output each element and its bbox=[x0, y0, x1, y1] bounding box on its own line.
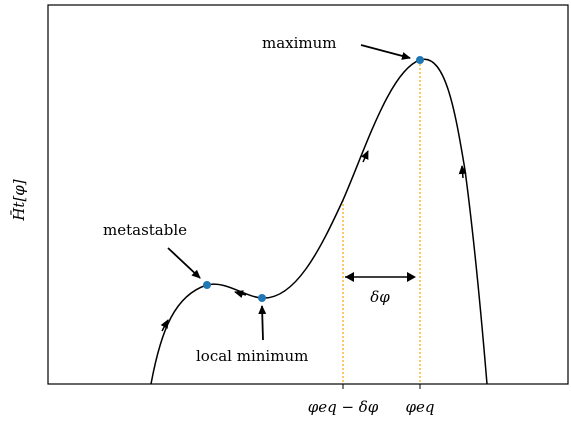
label-metastable: metastable bbox=[103, 221, 187, 239]
series-line bbox=[151, 59, 487, 384]
annotation-arrow-metastable bbox=[168, 248, 200, 278]
delta-phi-arrow-head-right bbox=[407, 272, 416, 282]
label-local-minimum: local minimum bbox=[196, 347, 308, 365]
annotation-arrow-local-minimum bbox=[262, 306, 263, 340]
point-local-minimum bbox=[258, 294, 266, 302]
plot-frame bbox=[48, 5, 568, 384]
x-tick-label-phi-eq: φeq bbox=[406, 398, 435, 416]
delta-phi-arrow-head-left bbox=[345, 272, 354, 282]
x-tick-label-phi-eq-minus-delta: φeq − δφ bbox=[308, 398, 379, 416]
delta-phi-label: δφ bbox=[370, 288, 390, 306]
label-maximum: maximum bbox=[262, 34, 337, 52]
point-maximum bbox=[416, 56, 424, 64]
point-metastable bbox=[203, 281, 211, 289]
y-axis-label: H̄t[φ] bbox=[10, 179, 28, 221]
curve-arrow-right-up bbox=[462, 166, 463, 178]
curve-arrow-up-middle bbox=[363, 151, 368, 162]
annotation-arrow-maximum bbox=[361, 45, 410, 58]
